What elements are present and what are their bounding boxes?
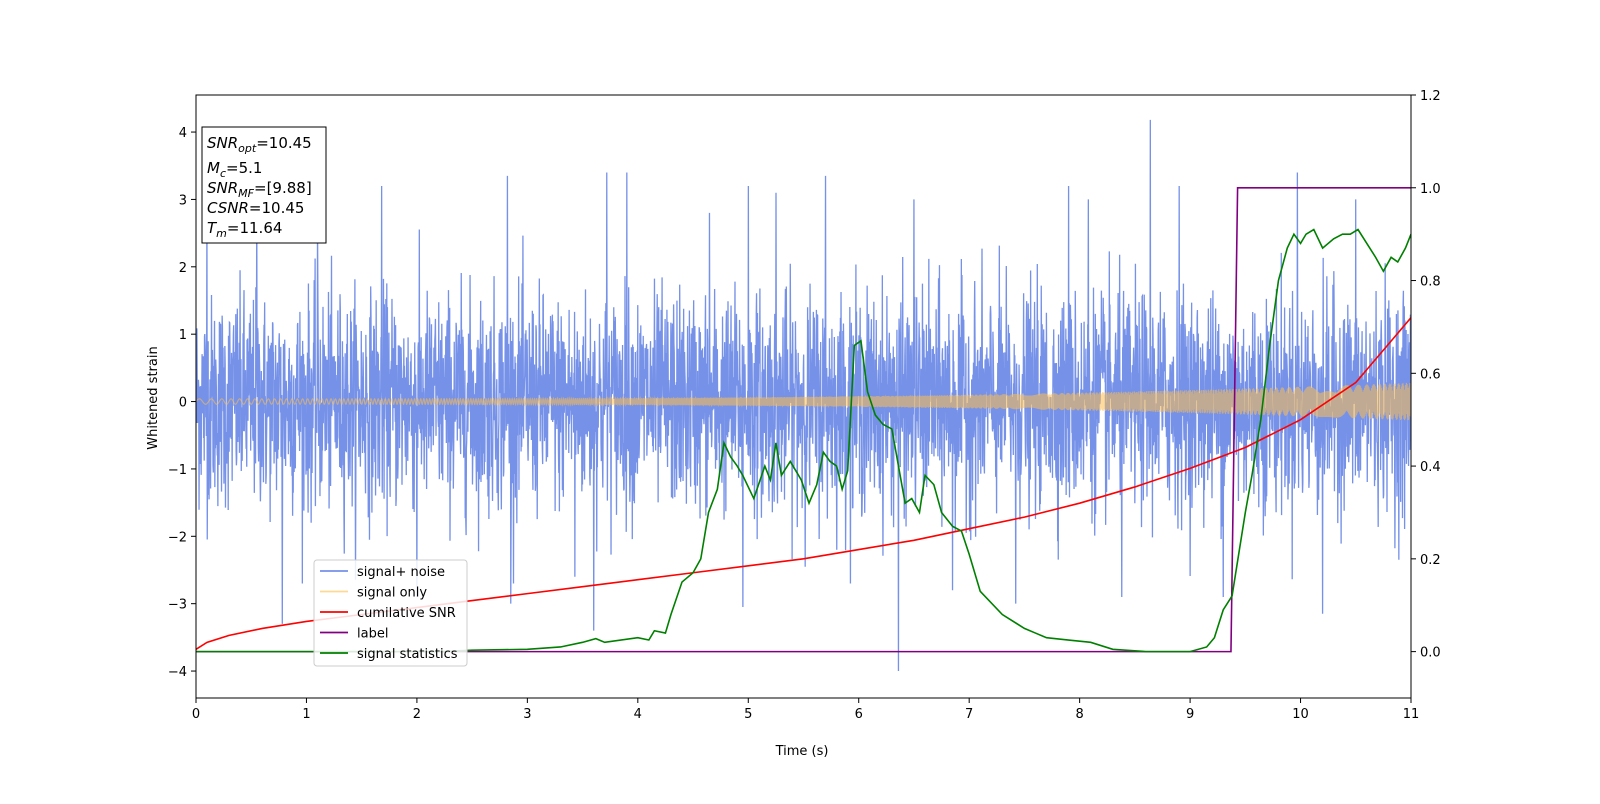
annotation-line: SNRopt=10.45 [207, 134, 312, 155]
y-left-tick-label: −2 [168, 530, 187, 545]
x-tick-label: 5 [744, 707, 752, 722]
axes-ticks: 0 1 2 3 4 5 6 7 8 9 10 11 −4 −3 −2 −1 0 1 2 3 4 0.0 0.2 0.4 0.6 0… [168, 89, 1441, 722]
y-left-tick-label: 2 [179, 261, 187, 276]
y-left-tick-label: −4 [168, 665, 187, 680]
x-tick-label: 9 [1186, 707, 1194, 722]
legend: signal+ noise signal only cumilative SNR la… [313, 559, 468, 667]
y-left-tick-label: 1 [179, 328, 187, 343]
y-left-tick-label: 0 [179, 396, 187, 411]
series-signal-noise [196, 119, 1411, 672]
y-axis-label: Whitened strain [146, 346, 161, 449]
x-tick-label: 2 [413, 707, 421, 722]
y-right-tick-label: 1.2 [1420, 89, 1441, 104]
x-tick-label: 1 [302, 707, 310, 722]
annotation-line: Tm=11.64 [207, 219, 282, 240]
y-right-tick-label: 0.2 [1420, 553, 1441, 568]
x-tick-label: 6 [855, 707, 863, 722]
x-axis-label: Time (s) [775, 744, 829, 759]
legend-label: signal only [357, 586, 427, 601]
x-tick-label: 11 [1403, 707, 1420, 722]
y-left-tick-label: 3 [179, 193, 187, 208]
legend-label: label [357, 627, 388, 642]
annotation-line: CSNR=10.45 [207, 199, 304, 217]
y-left-tick-label: −1 [168, 463, 187, 478]
x-tick-label: 0 [192, 707, 200, 722]
x-tick-label: 10 [1292, 707, 1309, 722]
x-tick-label: 7 [965, 707, 973, 722]
y-left-tick-label: 4 [179, 126, 187, 141]
legend-frame [313, 559, 468, 667]
series-signal-statistics [196, 228, 1411, 653]
series-label [196, 186, 1411, 653]
axes-border [195, 94, 1412, 699]
plot-area [196, 119, 1411, 672]
y-right-tick-label: 0.8 [1420, 275, 1441, 290]
y-right-tick-label: 0.4 [1420, 460, 1441, 475]
x-tick-label: 4 [634, 707, 642, 722]
y-right-tick-label: 0.6 [1420, 367, 1441, 382]
annotation-line: SNRMF=[9.88] [207, 179, 312, 200]
legend-label: signal statistics [357, 647, 458, 662]
annotation-line: Mc=5.1 [207, 159, 262, 180]
legend-label: signal+ noise [357, 565, 445, 580]
x-tick-label: 3 [523, 707, 531, 722]
series-cumulative-snr [196, 317, 1411, 650]
series-signal-only [196, 382, 1411, 421]
x-tick-label: 8 [1075, 707, 1083, 722]
axes-frame [195, 94, 1412, 699]
y-right-tick-label: 1.0 [1420, 182, 1441, 197]
y-right-tick-label: 0.0 [1420, 646, 1441, 661]
y-left-tick-label: −3 [168, 598, 187, 613]
legend-label: cumilative SNR [357, 606, 456, 621]
annotation-frame [201, 126, 327, 244]
annotation-box: SNRopt=10.45 Mc=5.1SNRMF=[9.88]CSNR=10.45… [201, 126, 327, 244]
